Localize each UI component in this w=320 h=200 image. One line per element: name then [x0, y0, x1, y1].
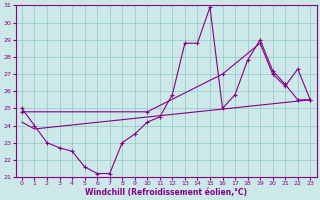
X-axis label: Windchill (Refroidissement éolien,°C): Windchill (Refroidissement éolien,°C) — [85, 188, 247, 197]
